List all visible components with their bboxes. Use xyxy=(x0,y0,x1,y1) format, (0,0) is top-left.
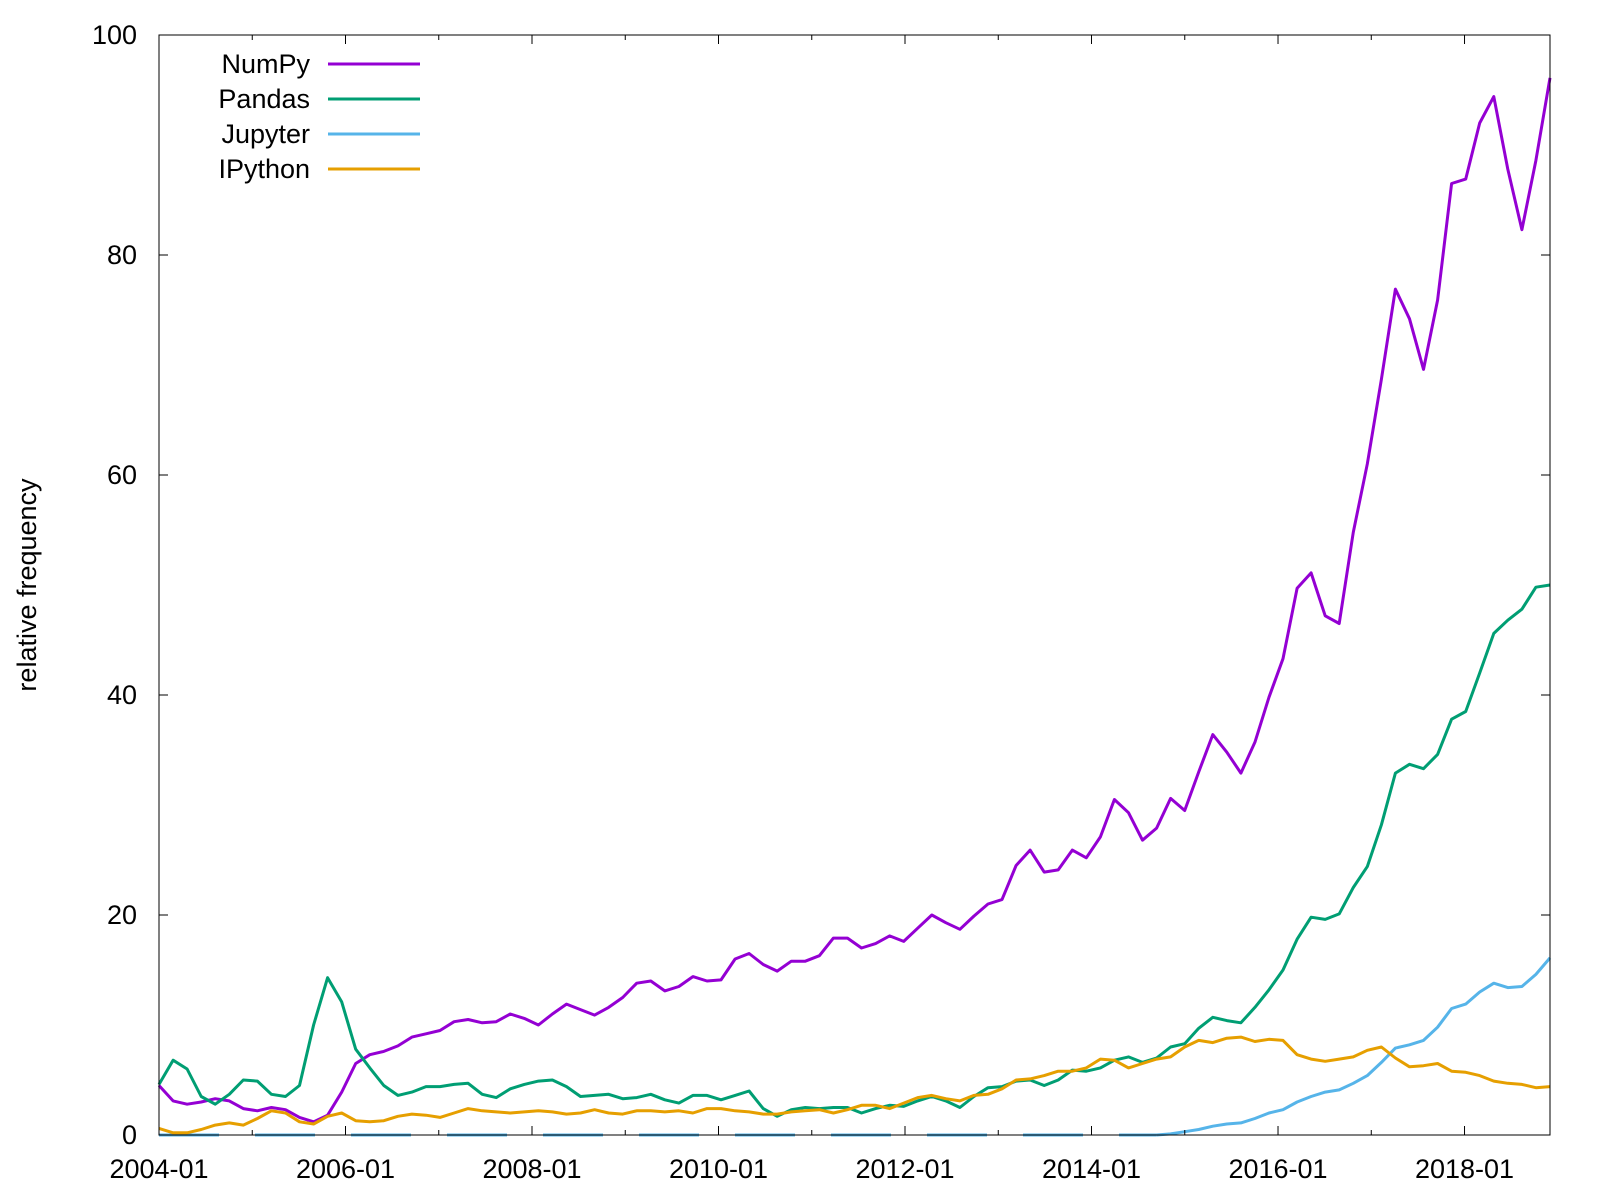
y-tick-label: 80 xyxy=(107,240,137,270)
series-line-pandas xyxy=(157,583,1551,1118)
x-tick-label: 2004-01 xyxy=(109,1154,208,1184)
y-tick-label: 100 xyxy=(92,20,137,50)
tick-layer: 0 20 40 60 80 100 2004-01 2006-01 2008-01 2010-01… xyxy=(92,20,1550,1184)
legend: NumPy Pandas Jupyter IPython xyxy=(218,49,420,184)
y-tick-label: 60 xyxy=(107,460,137,490)
y-tick-label: 20 xyxy=(107,900,137,930)
x-tick-label: 2018-01 xyxy=(1415,1154,1514,1184)
series-line-numpy xyxy=(157,77,1552,1124)
x-tick-label: 2006-01 xyxy=(296,1154,395,1184)
legend-label-pandas: Pandas xyxy=(218,84,310,114)
x-tick-label: 2008-01 xyxy=(482,1154,581,1184)
y-axis-title: relative frequency xyxy=(12,478,42,692)
x-tick-label: 2010-01 xyxy=(669,1154,768,1184)
x-tick-label: 2012-01 xyxy=(855,1154,954,1184)
y-tick-label: 0 xyxy=(122,1120,137,1150)
x-tick-label: 2016-01 xyxy=(1228,1154,1327,1184)
series-line-jupyter xyxy=(1156,956,1552,1137)
y-tick-label: 40 xyxy=(107,680,137,710)
legend-label-ipython: IPython xyxy=(218,154,310,184)
series-line-ipython xyxy=(158,1035,1551,1135)
x-tick-label: 2014-01 xyxy=(1042,1154,1141,1184)
plot-frame xyxy=(158,34,1551,1136)
legend-label-jupyter: Jupyter xyxy=(221,119,310,149)
legend-label-numpy: NumPy xyxy=(221,49,310,79)
